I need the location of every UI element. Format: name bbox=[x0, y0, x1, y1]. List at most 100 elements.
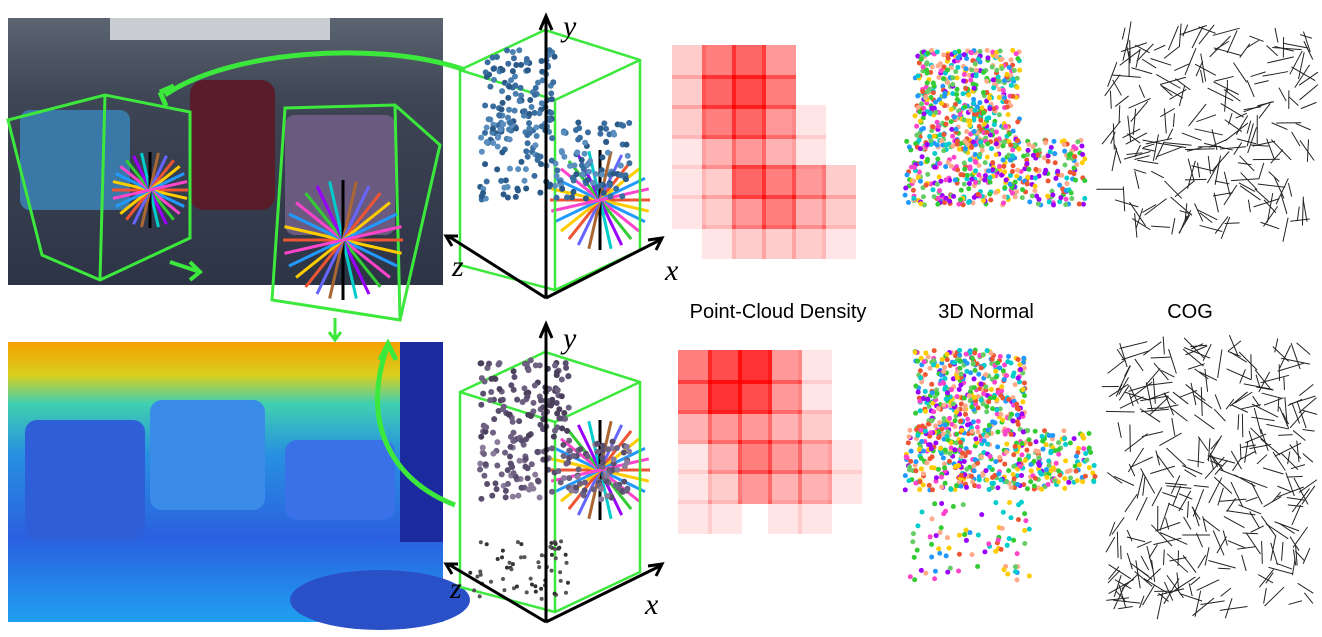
point bbox=[1052, 160, 1058, 166]
point bbox=[592, 171, 599, 178]
point bbox=[533, 124, 540, 131]
point bbox=[943, 121, 949, 127]
point bbox=[986, 422, 992, 428]
cog-stroke bbox=[1108, 566, 1120, 580]
point bbox=[941, 200, 947, 206]
point bbox=[932, 394, 938, 400]
point bbox=[938, 138, 944, 144]
point bbox=[933, 423, 939, 429]
point bbox=[494, 134, 501, 141]
point bbox=[1045, 153, 1051, 159]
cog-stroke bbox=[1149, 391, 1170, 400]
cog-stroke bbox=[1231, 178, 1259, 182]
point bbox=[970, 419, 976, 425]
cog-stroke bbox=[1241, 404, 1261, 410]
point bbox=[972, 151, 978, 157]
voxel bbox=[792, 135, 826, 169]
cog-stroke bbox=[1206, 160, 1221, 184]
point bbox=[531, 91, 538, 98]
point bbox=[976, 477, 982, 483]
point bbox=[1032, 183, 1038, 189]
point bbox=[619, 193, 626, 200]
point bbox=[487, 116, 494, 123]
cog-stroke bbox=[1262, 71, 1289, 77]
point bbox=[993, 137, 999, 143]
point bbox=[972, 483, 978, 489]
point bbox=[1092, 473, 1098, 479]
point bbox=[968, 107, 974, 113]
point bbox=[938, 372, 944, 378]
point bbox=[1056, 440, 1062, 446]
point bbox=[910, 531, 916, 537]
cog-stroke bbox=[1249, 35, 1264, 42]
point bbox=[1040, 446, 1046, 452]
point bbox=[1043, 140, 1049, 146]
point bbox=[1028, 468, 1034, 474]
point bbox=[622, 176, 629, 183]
cog-stroke bbox=[1156, 592, 1164, 620]
cog-stroke bbox=[1224, 119, 1243, 132]
axis-label: z bbox=[451, 250, 464, 283]
point bbox=[929, 418, 935, 424]
point bbox=[936, 466, 942, 472]
point bbox=[942, 465, 948, 471]
point bbox=[1036, 463, 1042, 469]
cog-stroke bbox=[1208, 560, 1236, 569]
point bbox=[985, 141, 991, 147]
cog-stroke bbox=[1190, 344, 1207, 348]
point bbox=[1001, 163, 1007, 169]
cog-stroke bbox=[1202, 516, 1207, 532]
point bbox=[942, 447, 948, 453]
point bbox=[516, 418, 523, 425]
point bbox=[626, 448, 633, 455]
cog-stroke bbox=[1145, 382, 1153, 412]
point bbox=[956, 48, 962, 54]
point bbox=[966, 92, 972, 98]
point bbox=[980, 69, 986, 75]
cog-stroke bbox=[1271, 122, 1288, 131]
point bbox=[563, 552, 568, 557]
point bbox=[929, 381, 935, 387]
cog-stroke bbox=[1159, 76, 1186, 85]
point bbox=[1066, 152, 1072, 158]
point bbox=[939, 360, 945, 366]
cog-stroke bbox=[1132, 218, 1151, 231]
cog-stroke bbox=[1220, 102, 1244, 118]
point bbox=[1015, 482, 1021, 488]
voxel bbox=[672, 135, 706, 169]
point bbox=[481, 451, 488, 458]
point bbox=[550, 79, 557, 86]
point bbox=[570, 452, 577, 459]
cog-stroke bbox=[1287, 182, 1293, 197]
point bbox=[626, 119, 633, 126]
point bbox=[929, 541, 935, 547]
point bbox=[560, 129, 567, 136]
point bbox=[963, 351, 969, 357]
point bbox=[565, 580, 570, 585]
point bbox=[561, 409, 568, 416]
point bbox=[1028, 479, 1034, 485]
point bbox=[1015, 138, 1021, 144]
point bbox=[961, 395, 967, 401]
voxel bbox=[798, 410, 832, 444]
cog-stroke bbox=[1263, 588, 1267, 604]
cog-stroke bbox=[1115, 383, 1123, 397]
point bbox=[960, 202, 966, 208]
cog-stroke bbox=[1196, 209, 1218, 221]
point bbox=[472, 588, 477, 593]
point bbox=[534, 477, 541, 484]
cog-stroke bbox=[1162, 549, 1165, 566]
cog-stroke bbox=[1139, 595, 1145, 609]
point bbox=[937, 161, 943, 167]
point bbox=[1022, 527, 1028, 533]
point bbox=[1001, 376, 1007, 382]
point bbox=[973, 179, 979, 185]
point bbox=[522, 455, 529, 462]
point bbox=[482, 102, 489, 109]
cog-stroke bbox=[1270, 542, 1279, 565]
point bbox=[1072, 177, 1078, 183]
point bbox=[600, 189, 607, 196]
point bbox=[950, 91, 956, 97]
point bbox=[1015, 167, 1021, 173]
point bbox=[504, 184, 511, 191]
